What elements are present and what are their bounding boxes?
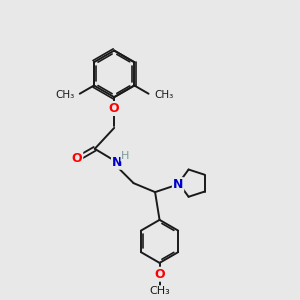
Text: CH₃: CH₃ [154,90,173,100]
Text: N: N [173,178,183,191]
Text: H: H [121,151,130,161]
Text: N: N [112,156,122,169]
Text: O: O [109,102,119,115]
Text: O: O [154,268,165,281]
Text: CH₃: CH₃ [149,286,170,296]
Text: O: O [72,152,82,165]
Text: CH₃: CH₃ [55,90,74,100]
